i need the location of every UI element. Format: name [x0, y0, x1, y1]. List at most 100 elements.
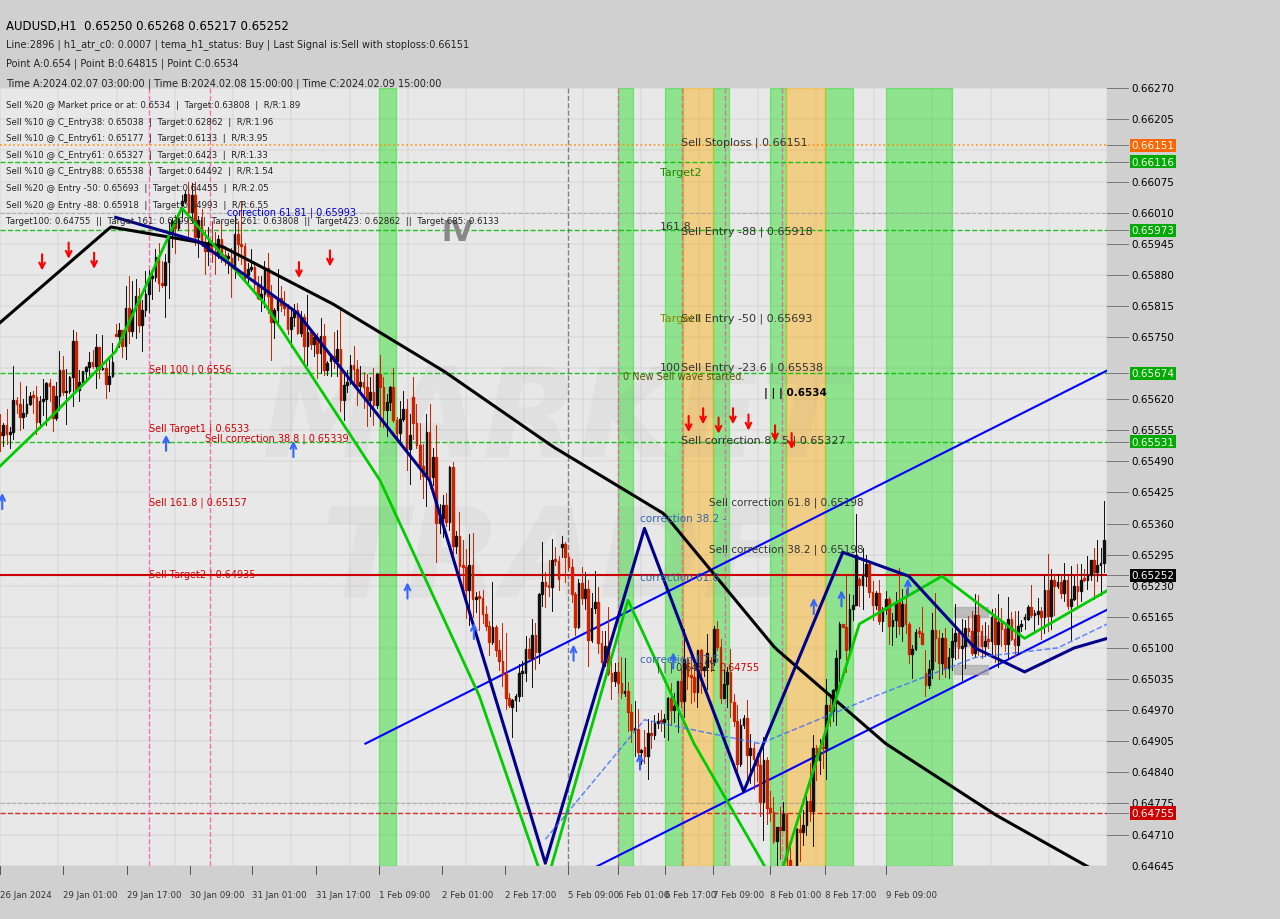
Text: | | | 0.6534: | | | 0.6534	[764, 387, 827, 398]
Bar	[686, 659, 689, 676]
Bar	[76, 342, 77, 391]
Bar	[803, 825, 804, 833]
Bar	[1097, 566, 1098, 573]
Text: 6 Feb 17:00: 6 Feb 17:00	[666, 891, 717, 900]
Bar	[978, 616, 979, 631]
Bar	[805, 801, 808, 825]
Bar	[433, 457, 434, 477]
Bar	[759, 765, 762, 802]
Text: correction 38.2 -: correction 38.2 -	[640, 514, 726, 524]
Bar	[489, 627, 490, 641]
Bar	[251, 267, 252, 270]
Bar	[276, 299, 279, 311]
Bar	[320, 337, 321, 354]
Bar	[191, 196, 192, 213]
Bar	[174, 222, 175, 229]
Bar	[872, 592, 873, 605]
Bar	[178, 221, 179, 229]
Bar	[852, 606, 854, 609]
Bar	[684, 659, 685, 701]
Bar	[111, 362, 113, 377]
Bar	[776, 827, 777, 842]
Bar	[157, 258, 160, 284]
Bar	[915, 632, 916, 649]
Bar	[838, 625, 840, 659]
Bar	[1037, 611, 1038, 614]
Text: 0.64840: 0.64840	[1132, 767, 1174, 777]
Text: 0.66075: 0.66075	[1132, 177, 1174, 187]
Bar	[220, 240, 223, 255]
Bar	[577, 584, 580, 627]
Bar	[389, 387, 390, 403]
Text: | | | 0.64811: | | | 0.64811	[657, 662, 716, 673]
Bar	[1007, 619, 1009, 644]
Bar	[479, 596, 480, 599]
Text: 2 Feb 17:00: 2 Feb 17:00	[504, 891, 556, 900]
Bar	[584, 590, 586, 598]
Bar	[204, 244, 206, 252]
Text: 29 Jan 17:00: 29 Jan 17:00	[127, 891, 182, 900]
Bar	[224, 255, 225, 258]
Bar	[99, 348, 100, 370]
Text: 0.65230: 0.65230	[1132, 581, 1174, 591]
Bar	[337, 350, 338, 362]
Bar	[964, 628, 966, 646]
Bar	[180, 202, 183, 206]
Bar	[472, 565, 474, 599]
Bar	[618, 89, 634, 866]
Bar	[703, 667, 705, 670]
Bar	[164, 263, 166, 286]
Text: Point A:0.654 | Point B:0.64815 | Point C:0.6534: Point A:0.654 | Point B:0.64815 | Point …	[6, 59, 239, 69]
Bar	[287, 309, 288, 330]
Bar	[535, 636, 536, 652]
Bar	[293, 311, 294, 318]
Text: 0.65425: 0.65425	[1132, 488, 1174, 498]
Bar	[268, 268, 269, 297]
Text: 26 Jan 2024: 26 Jan 2024	[0, 891, 51, 900]
Text: 0.66116: 0.66116	[1132, 158, 1174, 168]
Bar	[412, 397, 413, 424]
Bar	[184, 195, 186, 202]
Bar	[634, 728, 635, 731]
Bar	[297, 311, 298, 334]
Bar	[283, 306, 285, 309]
Bar	[554, 560, 556, 562]
Bar	[3, 425, 4, 436]
Bar	[892, 619, 893, 627]
Bar	[1066, 580, 1069, 606]
Text: 30 Jan 09:00: 30 Jan 09:00	[191, 891, 244, 900]
Text: 7 Feb 09:00: 7 Feb 09:00	[713, 891, 764, 900]
Bar	[291, 318, 292, 330]
Bar	[700, 651, 701, 670]
Bar	[419, 446, 421, 467]
Bar	[515, 697, 516, 700]
Bar	[544, 583, 547, 586]
Bar	[22, 414, 24, 418]
Bar	[1010, 619, 1012, 640]
Bar	[938, 638, 940, 664]
Text: 8 Feb 17:00: 8 Feb 17:00	[824, 891, 876, 900]
Bar	[247, 270, 248, 276]
Text: 0.64905: 0.64905	[1132, 736, 1174, 746]
Bar	[1027, 607, 1029, 618]
Bar	[918, 631, 919, 633]
Bar	[822, 747, 824, 749]
Bar	[733, 702, 735, 721]
Bar	[1057, 583, 1059, 586]
Bar	[828, 705, 831, 711]
Bar	[947, 657, 950, 668]
Bar	[663, 720, 666, 722]
Bar	[82, 372, 83, 383]
Bar	[323, 337, 325, 370]
Bar	[197, 221, 200, 237]
Text: 6 Feb 01:00: 6 Feb 01:00	[618, 891, 669, 900]
Bar	[445, 505, 447, 522]
Bar	[527, 650, 530, 658]
Bar	[604, 647, 605, 662]
Bar	[508, 698, 509, 706]
Text: 8 Feb 01:00: 8 Feb 01:00	[769, 891, 820, 900]
Text: Sell %20 @ Market price or at: 0.6534  |  Target:0.63808  |  R/R:1.89: Sell %20 @ Market price or at: 0.6534 | …	[6, 101, 301, 110]
Text: 0.65815: 0.65815	[1132, 301, 1174, 312]
Bar	[769, 809, 771, 812]
Bar	[792, 878, 794, 881]
